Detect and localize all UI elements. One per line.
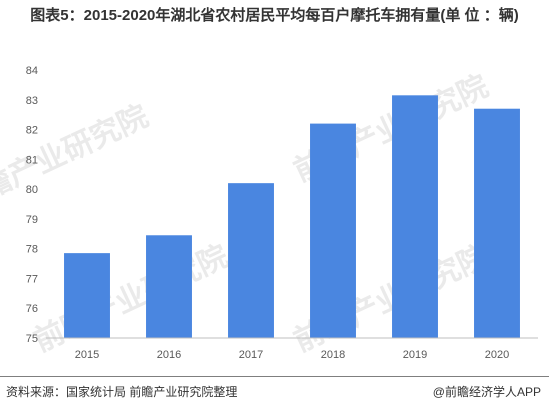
bar-2015 xyxy=(64,253,110,338)
bar-2017 xyxy=(228,183,274,338)
y-tick-label: 75 xyxy=(26,333,38,345)
bar-chart: 前瞻产业研究院 前瞻产业研究院 前瞻产业研究院 前瞻产业研究院 75 76 77 78 79 80… xyxy=(0,52,549,374)
y-tick-label: 78 xyxy=(26,244,38,256)
y-tick-label: 80 xyxy=(26,184,38,196)
y-tick-label: 77 xyxy=(26,273,38,285)
x-tick-label: 2015 xyxy=(75,349,99,361)
y-tick-label: 84 xyxy=(26,65,38,77)
bar-2020 xyxy=(474,108,520,339)
x-tick-label: 2017 xyxy=(239,349,263,361)
y-tick-label: 81 xyxy=(26,154,38,166)
watermark-text: 前瞻产业研究院 xyxy=(29,239,234,359)
bar-2019 xyxy=(392,95,438,338)
x-tick-label: 2018 xyxy=(321,349,345,361)
x-tick-label: 2016 xyxy=(157,349,181,361)
y-tick-label: 76 xyxy=(26,303,38,315)
chart-title: 图表5：2015-2020年湖北省农村居民平均每百户摩托车拥有量(单 位 ：辆) xyxy=(30,7,519,24)
footer-divider xyxy=(0,376,549,377)
bar-2016 xyxy=(146,235,192,338)
x-tick-label: 2020 xyxy=(485,349,509,361)
credit-label: @前瞻经济学人APP xyxy=(432,385,541,399)
y-tick-label: 82 xyxy=(26,125,38,137)
bar-2018 xyxy=(310,123,356,338)
y-tick-label: 83 xyxy=(26,95,38,107)
y-tick-label: 79 xyxy=(26,214,38,226)
x-tick-label: 2019 xyxy=(403,349,427,361)
watermark-text: 前瞻产业研究院 xyxy=(0,99,154,219)
source-note: 资料来源：国家统计局 前瞻产业研究院整理 xyxy=(6,385,238,399)
